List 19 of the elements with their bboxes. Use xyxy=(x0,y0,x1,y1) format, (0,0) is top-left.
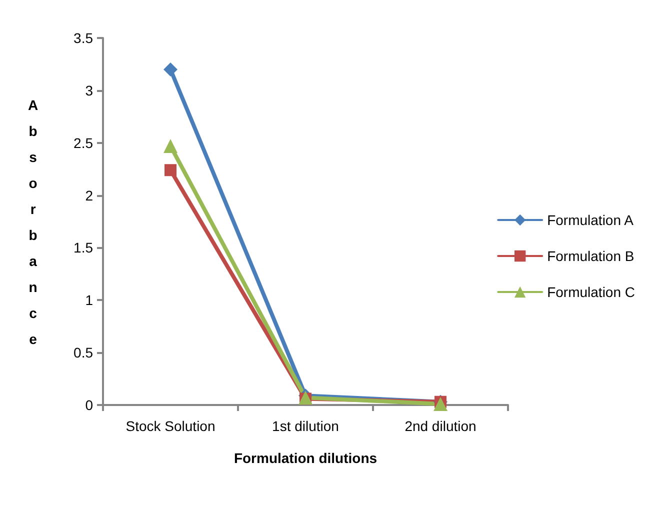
point xyxy=(164,62,178,76)
legend-label: Formulation A xyxy=(547,212,634,228)
y-tick-label: 0.5 xyxy=(74,344,94,361)
x-axis-title: Formulation dilutions xyxy=(234,450,378,466)
y-tick-label: 0 xyxy=(85,397,94,413)
x-tick-label: 2nd dilution xyxy=(404,418,476,434)
y-tick-label: 3.5 xyxy=(74,30,94,46)
legend-label: Formulation C xyxy=(547,284,636,300)
legend-label: Formulation B xyxy=(547,248,634,264)
y-tick-label: 3 xyxy=(85,82,94,98)
text: Absorbance xyxy=(28,97,38,347)
y-tick-label: 1.5 xyxy=(74,240,94,256)
x-tick-label: Stock Solution xyxy=(126,418,216,434)
y-tick-label: 1 xyxy=(85,292,94,308)
x-tick-label: 1st dilution xyxy=(272,418,339,434)
y-tick-label: 2.5 xyxy=(74,134,94,151)
point xyxy=(164,164,176,176)
y-tick-label: 2 xyxy=(85,187,94,204)
point xyxy=(164,139,178,154)
